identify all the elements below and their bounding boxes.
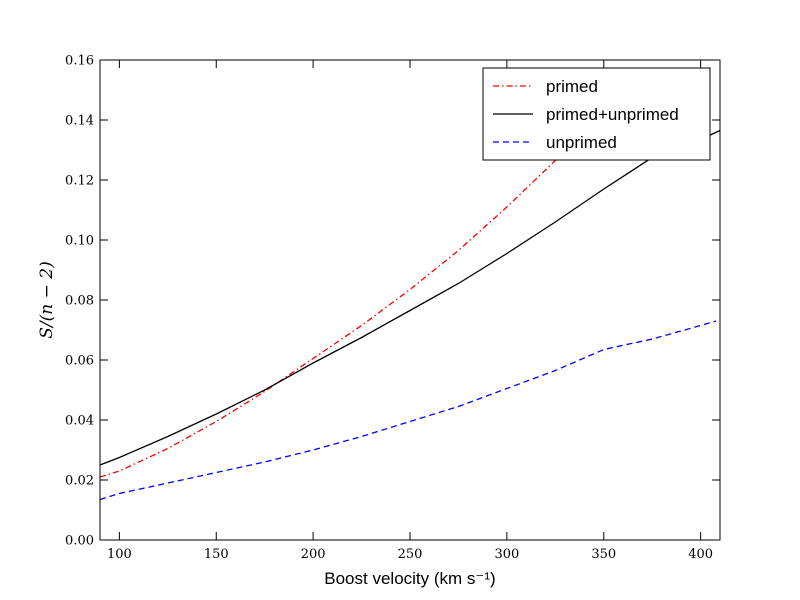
y-tick-label: 0.10 <box>65 234 94 249</box>
tick-labels-layer: 100 150 200 250 300 350 400 0.00 0.02 0.04 0.06 0.0… <box>65 54 713 563</box>
legend-items: primed primed+unprimed unprimed <box>493 77 679 152</box>
x-tick-label: 300 <box>494 547 519 562</box>
x-tick-label: 250 <box>398 547 423 562</box>
y-tick-label: 0.02 <box>65 474 94 489</box>
ticks-layer <box>100 59 720 541</box>
y-tick-label: 0.08 <box>65 294 94 309</box>
x-axis-label: Boost velocity (km s⁻¹) <box>324 569 495 588</box>
x-tick-label: 400 <box>688 547 713 562</box>
y-tick-label: 0.16 <box>65 54 94 69</box>
y-axis-label: S/(n − 2) <box>37 261 57 338</box>
series-line-primed-plus-unprimed <box>100 129 720 466</box>
y-tick-label: 0.04 <box>65 414 94 429</box>
x-tick-label: 200 <box>301 547 326 562</box>
y-tick-label: 0.06 <box>65 354 94 369</box>
y-tick-label: 0.00 <box>65 534 94 549</box>
legend-label: primed <box>546 77 598 96</box>
legend-label: primed+unprimed <box>546 105 679 124</box>
x-tick-label: 350 <box>591 547 616 562</box>
legend-label: unprimed <box>546 133 617 152</box>
x-tick-label: 150 <box>204 547 229 562</box>
x-tick-label: 100 <box>107 547 132 562</box>
y-tick-label: 0.12 <box>65 174 94 189</box>
series-line-unprimed <box>100 320 717 501</box>
legend: primed primed+unprimed unprimed <box>482 67 711 161</box>
y-tick-label: 0.14 <box>65 114 94 129</box>
